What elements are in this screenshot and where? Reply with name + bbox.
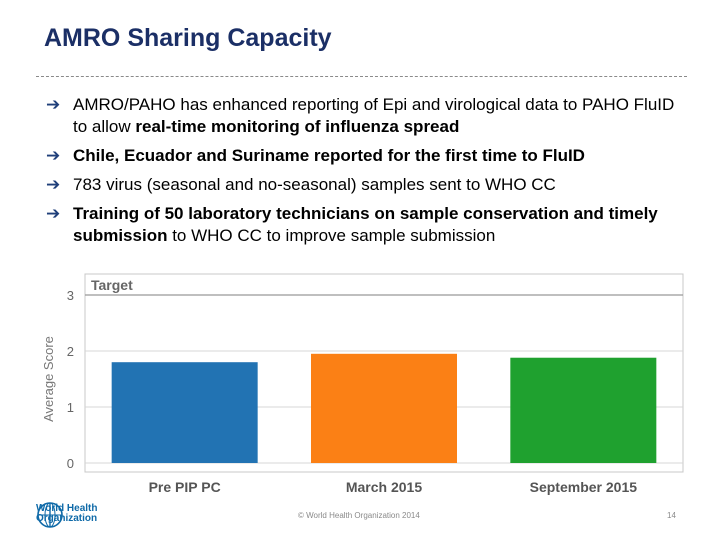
who-logo (37, 502, 63, 528)
bar (510, 357, 657, 463)
arrow-right-icon: ➔ (46, 146, 61, 166)
bullet-item: ➔ Chile, Ecuador and Suriname reported fo… (46, 145, 686, 167)
average-score-bar-chart: 0 1 2 3 Average Score Target Pre PIP PC March 2… (34, 264, 684, 500)
y-tick-label: 0 (67, 456, 74, 471)
bullet-bold-text: real-time monitoring of influenza spread (135, 117, 460, 136)
chart-svg: 0 1 2 3 Average Score Target Pre PIP PC March 2… (41, 273, 684, 495)
y-tick-label: 1 (67, 400, 74, 415)
bullet-list: ➔ AMRO/PAHO has enhanced reporting of Epi… (46, 94, 686, 254)
y-axis-label: Average Score (41, 336, 56, 422)
title-divider (36, 76, 687, 77)
bullet-text: 783 virus (seasonal and no-seasonal) sam… (73, 175, 556, 194)
logo-line-1: World Health (36, 503, 98, 514)
who-logo-text: World Health Organization (36, 504, 97, 524)
logo-line-2: Organization (36, 513, 98, 524)
slide-title: AMRO Sharing Capacity (44, 24, 332, 52)
who-emblem-icon (37, 502, 63, 528)
bullet-bold-text: Chile, Ecuador and Suriname reported for… (73, 146, 585, 165)
arrow-right-icon: ➔ (46, 204, 61, 224)
bullet-item: ➔ 783 virus (seasonal and no-seasonal) sa… (46, 174, 686, 196)
target-label: Target (91, 277, 133, 293)
x-category-label: March 2015 (346, 479, 422, 495)
page-number: 14 (667, 511, 676, 520)
x-category-label: September 2015 (530, 479, 638, 495)
arrow-right-icon: ➔ (46, 95, 61, 115)
arrow-right-icon: ➔ (46, 175, 61, 195)
bullet-bold-text: Training of 50 laboratory technicians on… (73, 204, 658, 245)
y-tick-label: 3 (67, 288, 74, 303)
copyright-notice: © World Health Organization 2014 (298, 511, 420, 520)
y-tick-label: 2 (67, 344, 74, 359)
bar (111, 362, 258, 463)
bullet-text: AMRO/PAHO has enhanced reporting of Epi … (73, 95, 675, 136)
bullet-item: ➔ AMRO/PAHO has enhanced reporting of Epi… (46, 94, 686, 138)
bullet-item: ➔ Training of 50 laboratory technicians o… (46, 203, 686, 247)
bullet-text: to WHO CC to improve sample submission (167, 226, 496, 245)
bar (311, 353, 457, 463)
x-category-label: Pre PIP PC (149, 479, 221, 495)
